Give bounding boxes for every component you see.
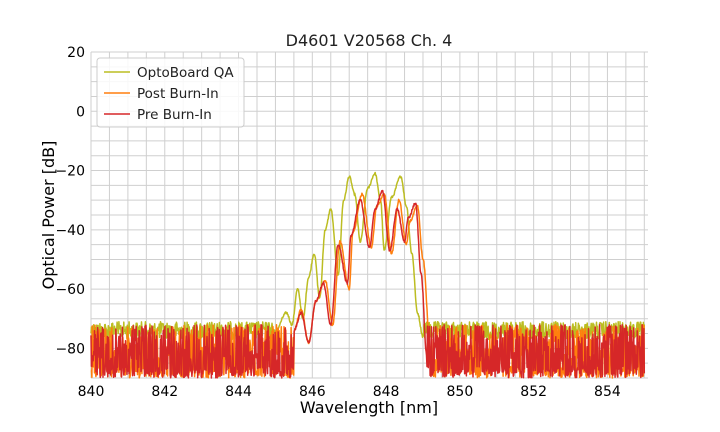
legend-label-optoboard-qa: OptoBoard QA [137,65,234,81]
series-lines [90,171,646,379]
y-tick-label: −40 [55,223,85,239]
y-axis-label: Optical Power [dB] [39,141,58,290]
x-tick-label: 848 [373,384,400,400]
legend: OptoBoard QA Post Burn-In Pre Burn-In [96,57,245,128]
y-tick-label: −20 [55,164,85,180]
y-tick-label: −80 [55,341,85,357]
x-tick-label: 840 [78,384,105,400]
x-tick-label: 844 [225,384,252,400]
axes: 840 842 844 846 848 850 852 854 20 0 −20 −40 −60 −80 [55,45,620,400]
legend-label-pre-burn-in: Pre Burn-In [137,107,212,123]
y-tick-label: −60 [55,282,85,298]
x-tick-label: 850 [447,384,474,400]
y-tick-label: 0 [76,104,85,120]
x-tick-label: 842 [151,384,178,400]
series-line-pre-burn-in [90,189,646,379]
x-tick-label: 854 [594,384,621,400]
legend-label-post-burn-in: Post Burn-In [137,86,219,102]
x-tick-label: 852 [520,384,547,400]
x-axis-label: Wavelength [nm] [300,398,438,417]
legend-box [96,57,245,128]
chart-title: D4601 V20568 Ch. 4 [286,31,453,50]
y-tick-label: 20 [67,45,85,61]
x-tick-label: 846 [299,384,326,400]
